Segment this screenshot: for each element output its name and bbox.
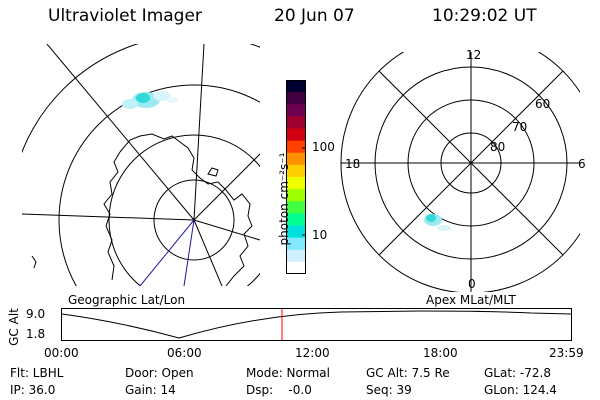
colorbar-cell	[286, 237, 306, 251]
geographic-map	[22, 44, 260, 286]
polar-plot	[340, 52, 580, 292]
polar-aurora-emission	[424, 214, 451, 231]
mlt-label-18: 18	[345, 157, 361, 171]
glat-status: GLat: -72.8	[484, 366, 551, 380]
door-status: Door: Open	[125, 366, 194, 380]
outer-circle	[340, 52, 580, 292]
colorbar-cell	[286, 80, 306, 93]
glon-status: GLon: 124.4	[484, 383, 557, 397]
colorbar-cell	[286, 177, 306, 190]
lat-label-70: 70	[512, 120, 528, 134]
gc-alt-axis-label: GC Alt	[7, 308, 21, 346]
altitude-curve	[61, 310, 572, 339]
apex-caption: Apex MLat/MLT	[426, 293, 516, 307]
meridian-line	[193, 44, 205, 221]
colorbar-cell	[286, 189, 306, 202]
lat-circle	[108, 134, 260, 286]
geographic-caption: Geographic Lat/Lon	[68, 293, 186, 307]
colorbar-cell	[286, 116, 306, 130]
colorbar-cell	[286, 104, 306, 117]
mlt-diagonal	[378, 70, 564, 256]
coastline	[119, 133, 253, 286]
time-tick-2359: 23:59	[549, 346, 584, 360]
coastline	[103, 151, 121, 281]
alt-label-high: 9.0	[26, 307, 46, 321]
mlt-label-12: 12	[466, 48, 482, 62]
time-tick-1200: 12:00	[295, 346, 330, 360]
colorbar-cell	[286, 152, 306, 166]
gc-alt-status: GC Alt: 7.5 Re	[366, 366, 450, 380]
meridian-line	[193, 219, 260, 241]
colorbar-cell	[286, 164, 306, 178]
meridian-line	[193, 219, 223, 286]
island	[207, 167, 219, 177]
colorbar-unit-label: photon cm⁻²s⁻¹	[277, 152, 291, 246]
colorbar-cell	[286, 225, 306, 239]
colorbar-cell	[286, 261, 306, 274]
time-label: 10:29:02 UT	[432, 6, 537, 26]
mlt-label-0: 0	[468, 277, 476, 291]
colorbar-cell	[286, 140, 306, 154]
colorbar-cell	[286, 128, 306, 142]
gain-status: Gain: 14	[125, 383, 176, 397]
time-tick-0600: 06:00	[167, 346, 202, 360]
colorbar-cell	[286, 201, 306, 214]
mlt-label-6: 6	[578, 157, 586, 171]
aurora-emission	[122, 91, 178, 109]
date-label: 20 Jun 07	[274, 6, 355, 26]
instrument-title: Ultraviolet Imager	[48, 6, 202, 26]
colorbar	[286, 80, 306, 274]
seq-status: Seq: 39	[366, 383, 412, 397]
meridian-line	[22, 213, 195, 221]
colorbar-cell	[286, 213, 306, 227]
lat-circle	[58, 84, 260, 286]
filter-status: Flt: LBHL	[10, 366, 64, 380]
lat-label-80: 80	[490, 140, 506, 154]
terminator-line	[139, 219, 195, 286]
dsp-status: Dsp: -0.0	[246, 383, 312, 397]
alt-label-low: 1.8	[26, 327, 46, 341]
terminator-line	[183, 219, 195, 286]
colorbar-cell	[286, 249, 306, 263]
lat-circle	[22, 44, 260, 154]
time-tick-0000: 00:00	[44, 346, 79, 360]
colorbar-tick-100: 100	[312, 140, 335, 154]
meridian-line	[193, 153, 260, 221]
time-tick-1800: 18:00	[423, 346, 458, 360]
lat-circle	[153, 179, 235, 261]
ip-status: IP: 36.0	[10, 383, 56, 397]
lat-label-60: 60	[535, 97, 551, 111]
colorbar-tick-10: 10	[312, 228, 328, 242]
meridian-line	[46, 44, 195, 221]
altitude-plot	[61, 308, 572, 341]
colorbar-cell	[286, 92, 306, 105]
coastline	[31, 255, 37, 269]
mode-status: Mode: Normal	[246, 366, 330, 380]
